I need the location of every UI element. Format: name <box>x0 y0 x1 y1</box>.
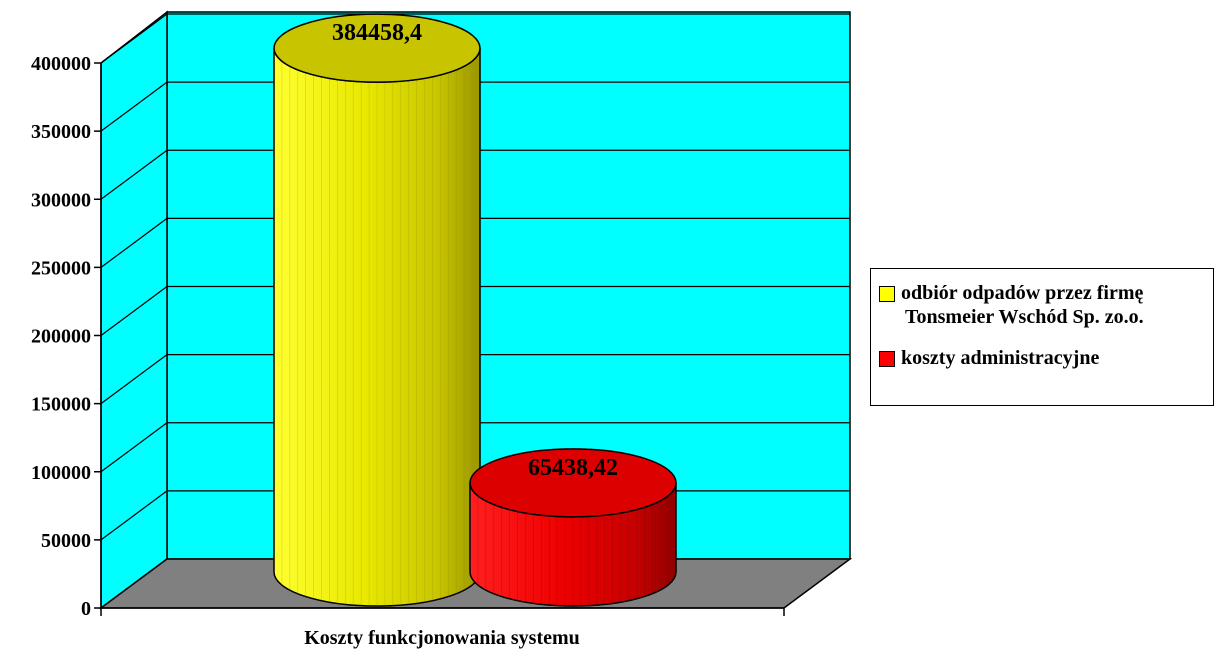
side-wall <box>100 10 168 610</box>
gridline-side <box>100 217 168 268</box>
legend-label-odbior-line1: odbiór odpadów przez firmę <box>901 282 1144 304</box>
data-label: 384458,4 <box>332 20 422 46</box>
y-tick-label: 100000 <box>31 462 91 484</box>
y-tick-label: 350000 <box>31 121 91 143</box>
gridline-side <box>100 286 168 336</box>
legend-item-odbior: odbiór odpadów przez firmę Tonsmeier Wsc… <box>879 281 1144 329</box>
data-label: 65438,42 <box>528 455 618 481</box>
legend-swatch-red <box>879 351 895 367</box>
y-tick-label: 200000 <box>31 326 91 348</box>
legend-swatch-yellow <box>879 286 895 302</box>
legend: odbiór odpadów przez firmę Tonsmeier Wsc… <box>870 268 1214 406</box>
y-tick-label: 250000 <box>31 257 91 279</box>
bar-odbior <box>273 13 481 607</box>
y-tick-label: 150000 <box>31 394 91 416</box>
bars <box>273 13 677 607</box>
gridline-side <box>100 81 168 132</box>
bar-koszty <box>469 448 677 607</box>
y-tick-label: 300000 <box>31 189 91 211</box>
gridline-side <box>100 13 168 64</box>
bar-top <box>273 13 481 83</box>
y-tick-label: 0 <box>81 598 91 620</box>
legend-label-koszty: koszty administracyjne <box>901 347 1100 369</box>
legend-label-odbior: odbiór odpadów przez firmę Tonsmeier Wsc… <box>901 281 1144 329</box>
gridline-side <box>100 422 168 473</box>
legend-item-koszty: koszty administracyjne <box>879 346 1099 370</box>
gridline-side <box>100 354 168 405</box>
y-axis: 0 50000 100000 150000 200000 250000 300000 3500… <box>31 53 102 620</box>
data-labels: 384458,4 65438,42 <box>332 20 618 481</box>
legend-label-odbior-line2: Tonsmeier Wschód Sp. zo.o. <box>905 306 1144 328</box>
bar-top <box>469 448 677 518</box>
gridline-side <box>100 149 168 200</box>
x-axis-label: Koszty funkcjonowania systemu <box>304 627 580 649</box>
gridline-side <box>100 490 168 541</box>
y-tick-label: 50000 <box>41 530 91 552</box>
y-tick-label: 400000 <box>31 53 91 75</box>
